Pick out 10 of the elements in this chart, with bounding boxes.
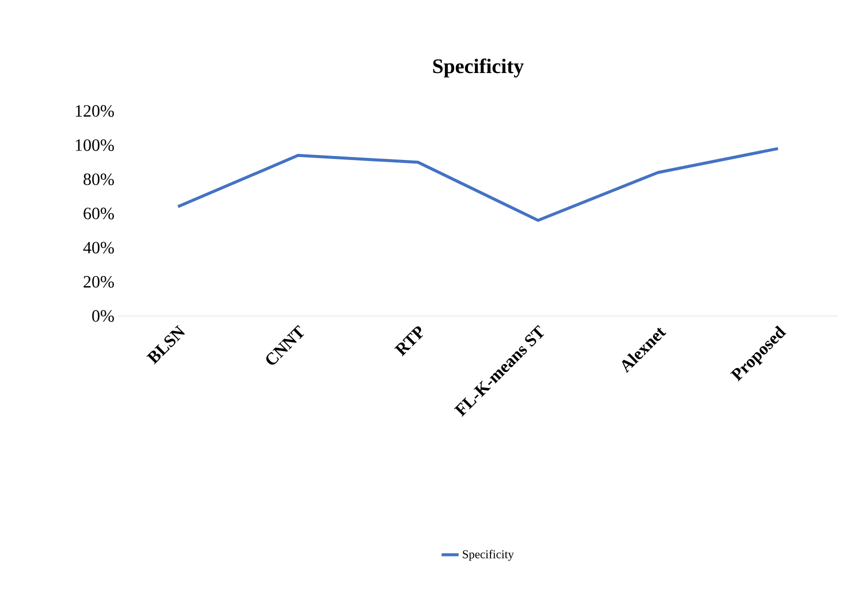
y-tick-label: 20% <box>84 276 114 288</box>
y-tick-label: 0% <box>92 310 114 322</box>
legend-label: Specificity <box>462 550 514 561</box>
y-tick-label: 60% <box>84 208 114 220</box>
y-tick-label: 80% <box>84 173 114 186</box>
line-series <box>176 147 780 222</box>
y-tick-label: 100% <box>76 139 114 152</box>
chart-title: Specificity <box>433 58 524 78</box>
y-tick-label: 120% <box>76 105 114 117</box>
y-tick-label: 40% <box>83 242 114 254</box>
